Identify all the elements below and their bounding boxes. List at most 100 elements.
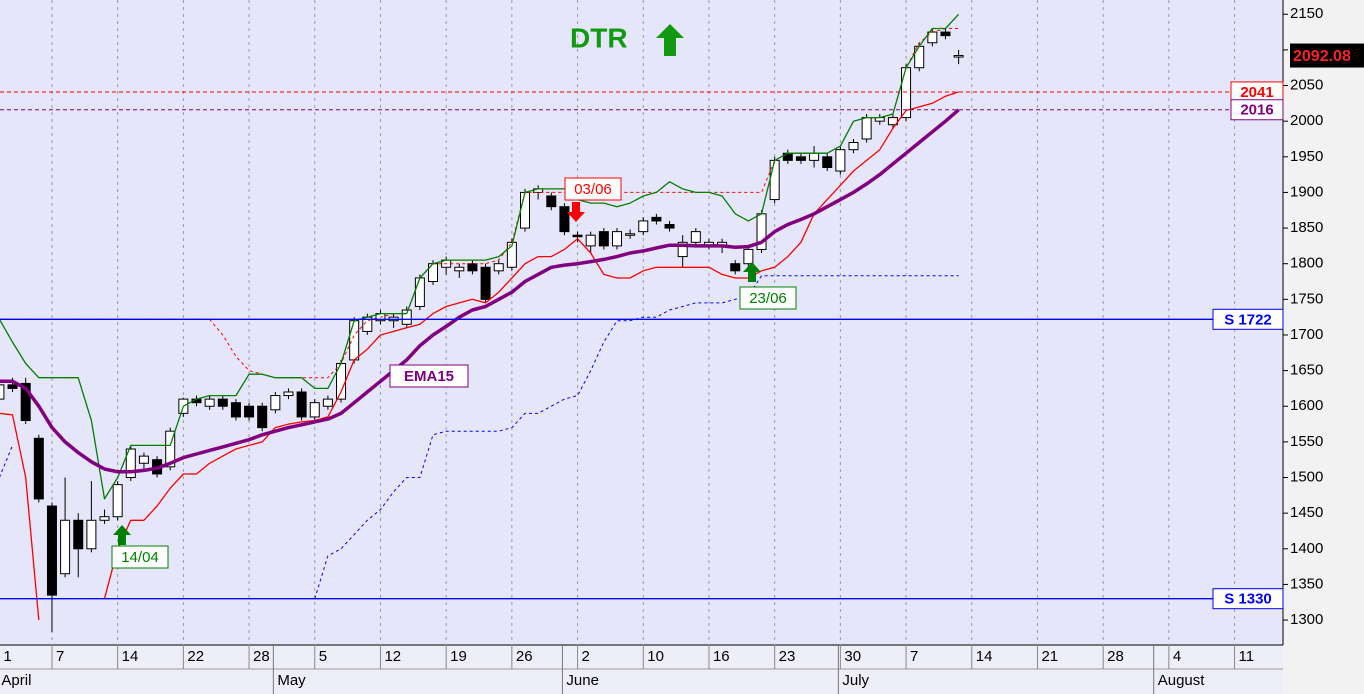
candle-body	[309, 402, 320, 418]
candle-body	[651, 216, 662, 222]
x-tick-label: 7	[910, 648, 918, 665]
candle-body	[625, 233, 636, 236]
candle-body	[204, 398, 215, 407]
level-label: 2016	[1240, 102, 1273, 119]
candle-body	[664, 224, 675, 229]
candle-body	[349, 320, 360, 361]
candle-body	[217, 398, 228, 407]
y-tick-label: 1900	[1290, 183, 1323, 200]
series-line	[0, 13, 960, 500]
y-tick-label: 1300	[1290, 611, 1323, 628]
candle-body	[572, 234, 583, 238]
x-tick-label: 26	[516, 648, 533, 665]
candle-body	[822, 156, 833, 168]
signal-box	[564, 177, 622, 201]
x-tick-label: 14	[976, 648, 993, 665]
x-tick-label: 28	[253, 648, 270, 665]
candle-body	[138, 455, 149, 464]
month-label: July	[842, 672, 869, 689]
candle-body	[296, 391, 307, 418]
x-tick-label: 10	[647, 648, 664, 665]
level-label-box	[1212, 308, 1284, 330]
x-tick-label: 28	[1107, 648, 1124, 665]
signal-arrow	[743, 262, 761, 282]
x-tick-label: 19	[450, 648, 467, 665]
candle-body	[401, 309, 412, 325]
candle-body	[598, 231, 609, 247]
signal-arrow	[567, 202, 585, 222]
y-tick-label: 1350	[1290, 575, 1323, 592]
candle-body	[795, 156, 806, 161]
candle-body	[60, 519, 71, 575]
signal-box	[111, 545, 169, 569]
month-label: April	[1, 672, 31, 689]
candle-body	[414, 277, 425, 307]
x-tick-label: 7	[56, 648, 64, 665]
y-tick-label: 1400	[1290, 540, 1323, 557]
level-label: S 1330	[1224, 591, 1272, 608]
x-tick-label: 21	[1041, 648, 1058, 665]
level-label-box	[1212, 588, 1284, 610]
y-tick-label: 1700	[1290, 326, 1323, 343]
level-label: 2041	[1240, 84, 1273, 101]
candle-body	[809, 152, 820, 161]
candle-body	[112, 484, 123, 518]
x-tick-label: 5	[319, 648, 327, 665]
candle-body	[848, 142, 859, 151]
candle-body	[454, 266, 465, 272]
candle-body	[493, 263, 504, 272]
candle-body	[467, 263, 478, 272]
y-tick-label: 1750	[1290, 290, 1323, 307]
candle-body	[125, 448, 136, 479]
candle-body	[690, 231, 701, 243]
title-group: DTR	[570, 22, 684, 56]
x-tick-label: 12	[384, 648, 401, 665]
candle-body	[230, 402, 241, 418]
y-tick-label: 2000	[1290, 112, 1323, 129]
candle-body	[244, 405, 255, 418]
x-tick-label: 1	[3, 648, 11, 665]
x-tick-label: 14	[122, 648, 139, 665]
candle-body	[743, 248, 754, 265]
y-tick-label: 1600	[1290, 397, 1323, 414]
candle-body	[86, 519, 97, 550]
candle-body	[835, 149, 846, 172]
marks: 1300135014001450150015501600165017001750…	[0, 0, 1323, 694]
y-tick-label: 1850	[1290, 219, 1323, 236]
x-tick-label: 16	[713, 648, 730, 665]
last-price-box	[1290, 43, 1364, 68]
candle-body	[585, 234, 596, 247]
month-label: May	[277, 672, 306, 689]
candle-body	[520, 191, 530, 229]
x-tick-label: 11	[1239, 648, 1255, 665]
candle-body	[20, 382, 31, 421]
series-label-box	[389, 364, 469, 388]
candle-body	[7, 384, 18, 389]
candle-body	[861, 117, 872, 140]
x-tick-label: 30	[844, 648, 861, 665]
level-label: S 1722	[1224, 311, 1272, 328]
y-tick-label: 1650	[1290, 362, 1323, 379]
up-arrow	[656, 24, 684, 56]
candle-body	[506, 241, 517, 268]
y-tick-label: 1500	[1290, 468, 1323, 485]
series-label: EMA15	[404, 368, 454, 385]
x-tick-label: 2	[582, 648, 590, 665]
signal-label: 03/06	[574, 181, 612, 198]
candle-body	[283, 391, 294, 397]
candle-body	[46, 505, 57, 596]
candle-body	[322, 398, 333, 407]
y-axis-panel	[1283, 0, 1364, 694]
candle-body	[611, 231, 622, 247]
candle-body	[33, 437, 44, 500]
candle-body	[165, 430, 176, 468]
signal-box	[739, 286, 797, 310]
y-tick-label: 1450	[1290, 504, 1323, 521]
chart-title: DTR	[570, 22, 628, 53]
signal-label: 14/04	[121, 549, 159, 566]
last-price: 2092.08	[1293, 48, 1351, 65]
plot-area	[0, 0, 1283, 645]
